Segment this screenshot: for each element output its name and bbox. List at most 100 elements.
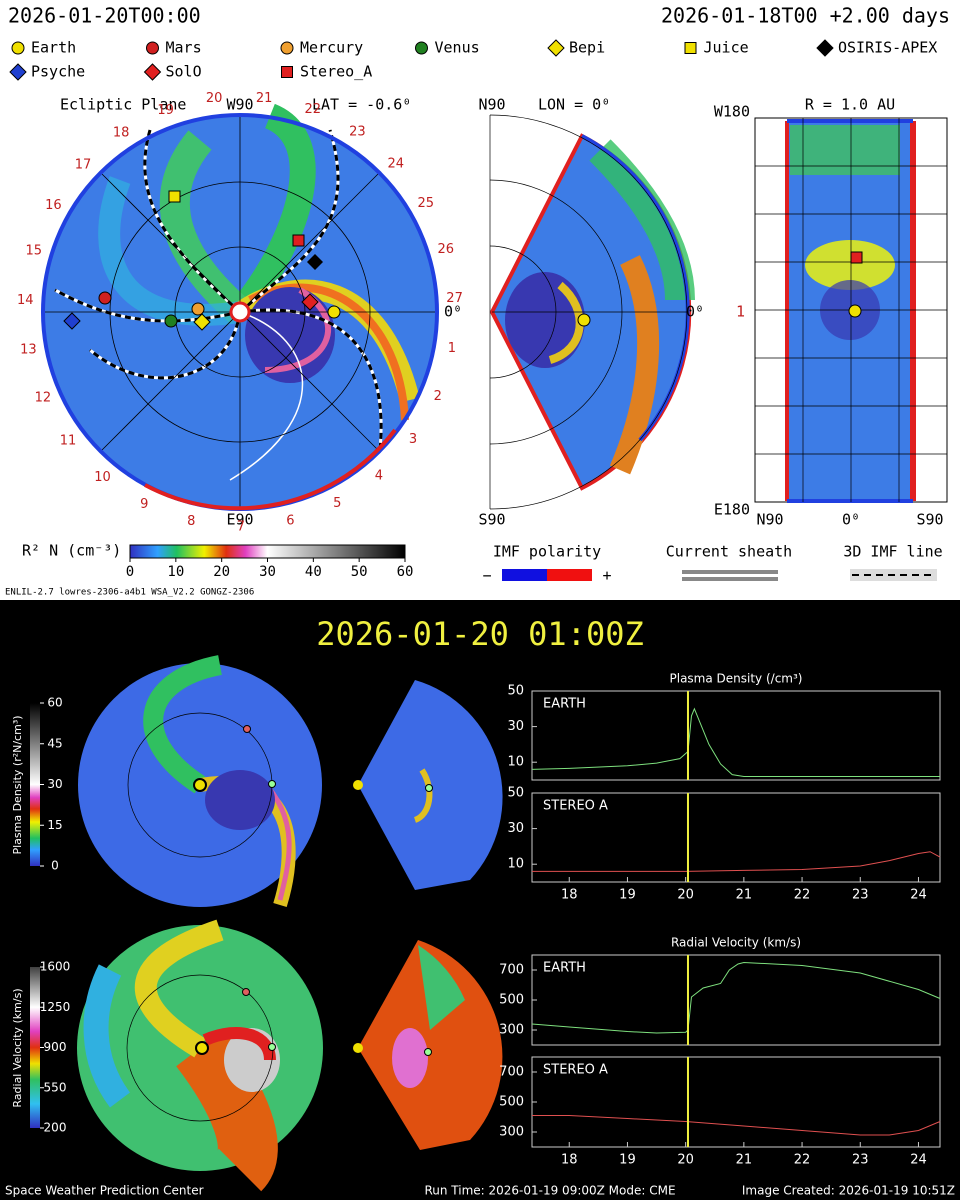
legend-marker — [143, 63, 162, 81]
ecliptic-title: Ecliptic Plane — [60, 96, 186, 114]
series-label: EARTH — [543, 697, 586, 712]
legend-marker — [146, 41, 159, 55]
x-tick-label: 24 — [910, 1153, 927, 1168]
carrington-label: 14 — [17, 293, 34, 308]
legend-label: Stereo_A — [300, 63, 372, 81]
x-tick-label: 18 — [561, 888, 578, 903]
plot-title: Plasma Density (/cm³) — [670, 672, 803, 686]
x-tick-label: 18 — [561, 1153, 578, 1168]
legend-marker — [684, 42, 697, 54]
colorbar-tick-label: 0 — [126, 564, 134, 580]
carrington-label: 10 — [94, 470, 111, 485]
legend-label: Mercury — [300, 39, 363, 57]
ecliptic-right: 0⁰ — [444, 303, 462, 321]
legend-label: Psyche — [31, 63, 85, 81]
bottom-density-image — [78, 655, 503, 908]
colorbar-tick-label: 550 — [44, 1080, 67, 1094]
ecliptic-bottom: E90 — [226, 511, 253, 529]
series-label: STEREO A — [543, 1063, 608, 1078]
carrington-label: 17 — [75, 158, 92, 173]
model-info: ENLIL-2.7 lowres-2306-a4b1 WSA_V2.2 GONG… — [5, 588, 254, 598]
density-bar-label: Plasma Density (r²N/cm³) — [11, 715, 24, 854]
data-line — [532, 1115, 941, 1136]
colorbar-tick-label: 60 — [397, 564, 414, 580]
carrington-label: 21 — [256, 91, 273, 106]
carrington-label: 19 — [157, 103, 174, 118]
x-tick-label: 19 — [619, 888, 636, 903]
carrington-label: 5 — [333, 496, 341, 511]
legend-label: Venus — [435, 39, 480, 57]
series-label: STEREO A — [543, 799, 608, 814]
legend-marker — [281, 66, 293, 78]
legend-label: OSIRIS-APEX — [838, 39, 937, 57]
rsphere-bottom: E180 — [714, 501, 750, 519]
carrington-label: 26 — [437, 242, 454, 257]
legend-marker — [547, 39, 565, 57]
legend-label: SolO — [166, 63, 202, 81]
carrington-label: 16 — [45, 198, 62, 213]
y-tick-label: 300 — [499, 1023, 524, 1038]
ecliptic-image — [41, 103, 439, 511]
colorbar-tick-label: 60 — [47, 696, 62, 710]
footer-center: Run Time: 2026-01-19 09:00Z Mode: CME — [424, 1184, 675, 1198]
carrington-label: 9 — [140, 497, 148, 512]
colorbar-tick-label: 40 — [305, 564, 322, 580]
bottom-title: 2026-01-20 01:00Z — [316, 615, 644, 653]
legend-marker — [9, 63, 27, 81]
carrington-label: 27 — [446, 291, 463, 306]
carrington-label: 24 — [388, 156, 405, 171]
legend-marker — [816, 39, 834, 57]
x-tick-label: 20 — [677, 888, 694, 903]
legend-marker — [280, 41, 294, 55]
data-line — [532, 851, 941, 872]
footer-left: Space Weather Prediction Center — [5, 1184, 204, 1198]
carrington-label: 13 — [20, 343, 37, 358]
carrington-label: 12 — [35, 390, 52, 405]
meridional-lon: LON = 0⁰ — [538, 96, 610, 114]
colorbar-tick-label: 45 — [47, 736, 62, 750]
rsphere-x-label: 0⁰ — [842, 511, 860, 529]
colorbar-tick-label: 50 — [351, 564, 368, 580]
colorbar-tick-label: 30 — [47, 777, 62, 791]
imf-plus: + — [602, 567, 611, 585]
x-tick-label: 24 — [910, 888, 927, 903]
x-tick-label: 19 — [619, 1153, 636, 1168]
footer-right: Image Created: 2026-01-19 10:51Z — [742, 1184, 955, 1198]
run-label: 2026-01-18T00 +2.00 days — [661, 4, 950, 28]
x-tick-label: 23 — [852, 1153, 869, 1168]
y-tick-label: 700 — [499, 1065, 524, 1080]
x-tick-label: 21 — [736, 1153, 753, 1168]
imf-title: IMF polarity — [493, 543, 601, 561]
rsphere-title: R = 1.0 AU — [805, 96, 895, 114]
colorbar-tick-label: 1250 — [40, 1000, 71, 1014]
carrington-label: 20 — [206, 91, 223, 106]
meridional-image — [489, 114, 695, 510]
carrington-label: 3 — [409, 432, 417, 447]
data-line — [531, 961, 941, 1034]
x-tick-label: 22 — [794, 888, 811, 903]
sheath-title: Current sheath — [666, 543, 792, 561]
colorbar-tick-label: 1600 — [40, 960, 71, 974]
colorbar-tick-label: 900 — [44, 1040, 67, 1054]
legend-label: Mars — [166, 39, 202, 57]
carrington-label: 1 — [448, 341, 456, 356]
carrington-label: 11 — [60, 434, 77, 449]
meridional-top: N90 — [478, 96, 505, 114]
carrington-label: 4 — [375, 469, 383, 484]
bottom-velocity-image — [77, 919, 503, 1192]
imf-minus: − — [482, 567, 491, 585]
density-colorbar — [129, 544, 406, 559]
rsphere-left: 1 — [736, 303, 745, 321]
y-tick-label: 30 — [507, 821, 524, 836]
plot-frame — [531, 792, 941, 883]
y-tick-label: 50 — [507, 786, 524, 801]
legend-label: Earth — [31, 39, 76, 57]
y-tick-label: 50 — [507, 684, 524, 699]
series-label: EARTH — [543, 961, 586, 976]
legend-marker — [415, 41, 428, 55]
plot-title: Radial Velocity (km/s) — [671, 936, 801, 950]
imf-negative — [502, 569, 547, 581]
x-tick-label: 22 — [794, 1153, 811, 1168]
colorbar-tick-label: 10 — [167, 564, 184, 580]
